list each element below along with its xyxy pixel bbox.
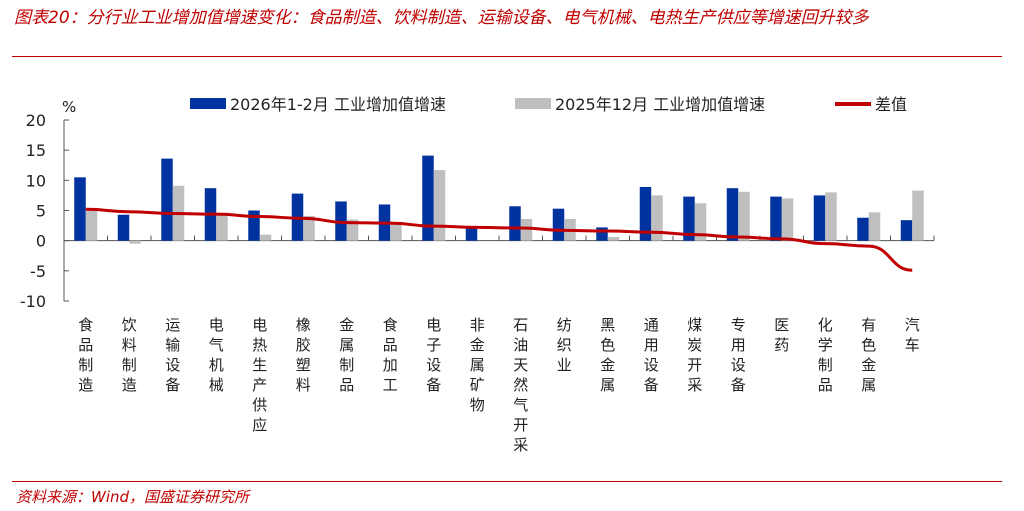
bar-2026-1-2 [596,227,608,241]
x-tick-label: 非金属矿物 [470,316,485,414]
bar-2025-12 [607,237,620,241]
bar-2025-12 [303,215,315,241]
legend-2025-swatch [515,98,551,109]
x-tick-label: 电气机械 [209,316,224,394]
x-tick-label: 化学制品 [818,316,833,394]
title-divider [12,56,1002,57]
bar-2026-1-2 [117,214,130,241]
bar-2025-12 [868,212,881,241]
x-tick-label: 有色金属 [861,316,876,394]
x-tick-label: 饮料制造 [122,316,137,394]
y-tick-label: 5 [36,202,46,221]
bar-2025-12 [781,198,794,241]
x-tick-label: 纺织业 [557,316,572,374]
x-tick-label: 汽车 [905,316,920,354]
source-note: 资料来源：Wind，国盛证券研究所 [16,488,250,506]
x-tick-label: 电子设备 [426,316,441,394]
bar-2025-12 [738,191,750,241]
legend-2026-label: 2026年1-2月 工业增加值增速 [230,95,446,114]
x-tick-label: 橡胶塑料 [296,316,311,394]
bar-2025-12 [433,170,446,241]
legend-2026-swatch [190,98,226,109]
y-tick-label: 15 [26,141,46,160]
y-axis-unit: % [62,98,76,116]
y-tick-label: -10 [20,292,46,311]
bar-2025-12 [85,208,98,241]
bar-2025-12 [694,203,707,241]
x-tick-label: 通用设备 [644,316,659,394]
bar-2026-1-2 [683,196,695,241]
bar-2026-1-2 [770,196,782,241]
x-tick-label: 食品加工 [383,316,398,394]
bar-2025-12 [825,192,837,241]
x-tick-label: 黑色金属 [600,316,615,394]
x-tick-label: 电热生产供应 [252,316,267,434]
bar-2026-1-2 [639,186,652,241]
bar-2025-12 [390,222,402,241]
bar-2026-1-2 [900,220,913,241]
bar-2026-1-2 [74,177,86,241]
legend-2025-label: 2025年12月 工业增加值增速 [555,95,765,114]
bar-2026-1-2 [726,188,739,241]
diff-line [85,207,913,272]
bar-2026-1-2 [465,227,478,241]
y-tick-label: 0 [36,232,46,251]
legend-diff-label: 差值 [875,95,907,114]
bar-2026-1-2 [509,206,521,241]
bar-2025-12 [346,219,359,241]
x-tick-label: 食品制造 [78,316,93,394]
bar-2025-12 [129,240,141,244]
bar-2025-12 [520,218,533,241]
x-tick-label: 运输设备 [165,316,180,394]
x-tick-label: 石油天然气开采 [513,316,528,454]
bar-2025-12 [912,190,924,241]
x-tick-label: 煤炭开采 [687,316,702,394]
bar-2025-12 [651,195,663,241]
bar-2025-12 [216,214,228,241]
x-tick-label: 医药 [774,316,789,354]
bar-2025-12 [259,234,272,241]
x-tick-label: 金属制品 [339,316,354,394]
bar-2026-1-2 [161,158,173,241]
bar-2026-1-2 [813,195,826,241]
bar-2026-1-2 [248,210,260,241]
source-divider [12,481,1002,482]
y-tick-label: 20 [26,111,46,130]
y-tick-label: 10 [26,171,46,190]
y-tick-label: -5 [30,262,46,281]
x-tick-label: 专用设备 [731,316,746,394]
bar-2026-1-2 [857,217,869,241]
bar-2026-1-2 [552,208,565,241]
bar-2026-1-2 [422,155,434,241]
chart-title: 图表20：分行业工业增加值增速变化：食品制造、饮料制造、运输设备、电气机械、电热… [14,8,869,28]
